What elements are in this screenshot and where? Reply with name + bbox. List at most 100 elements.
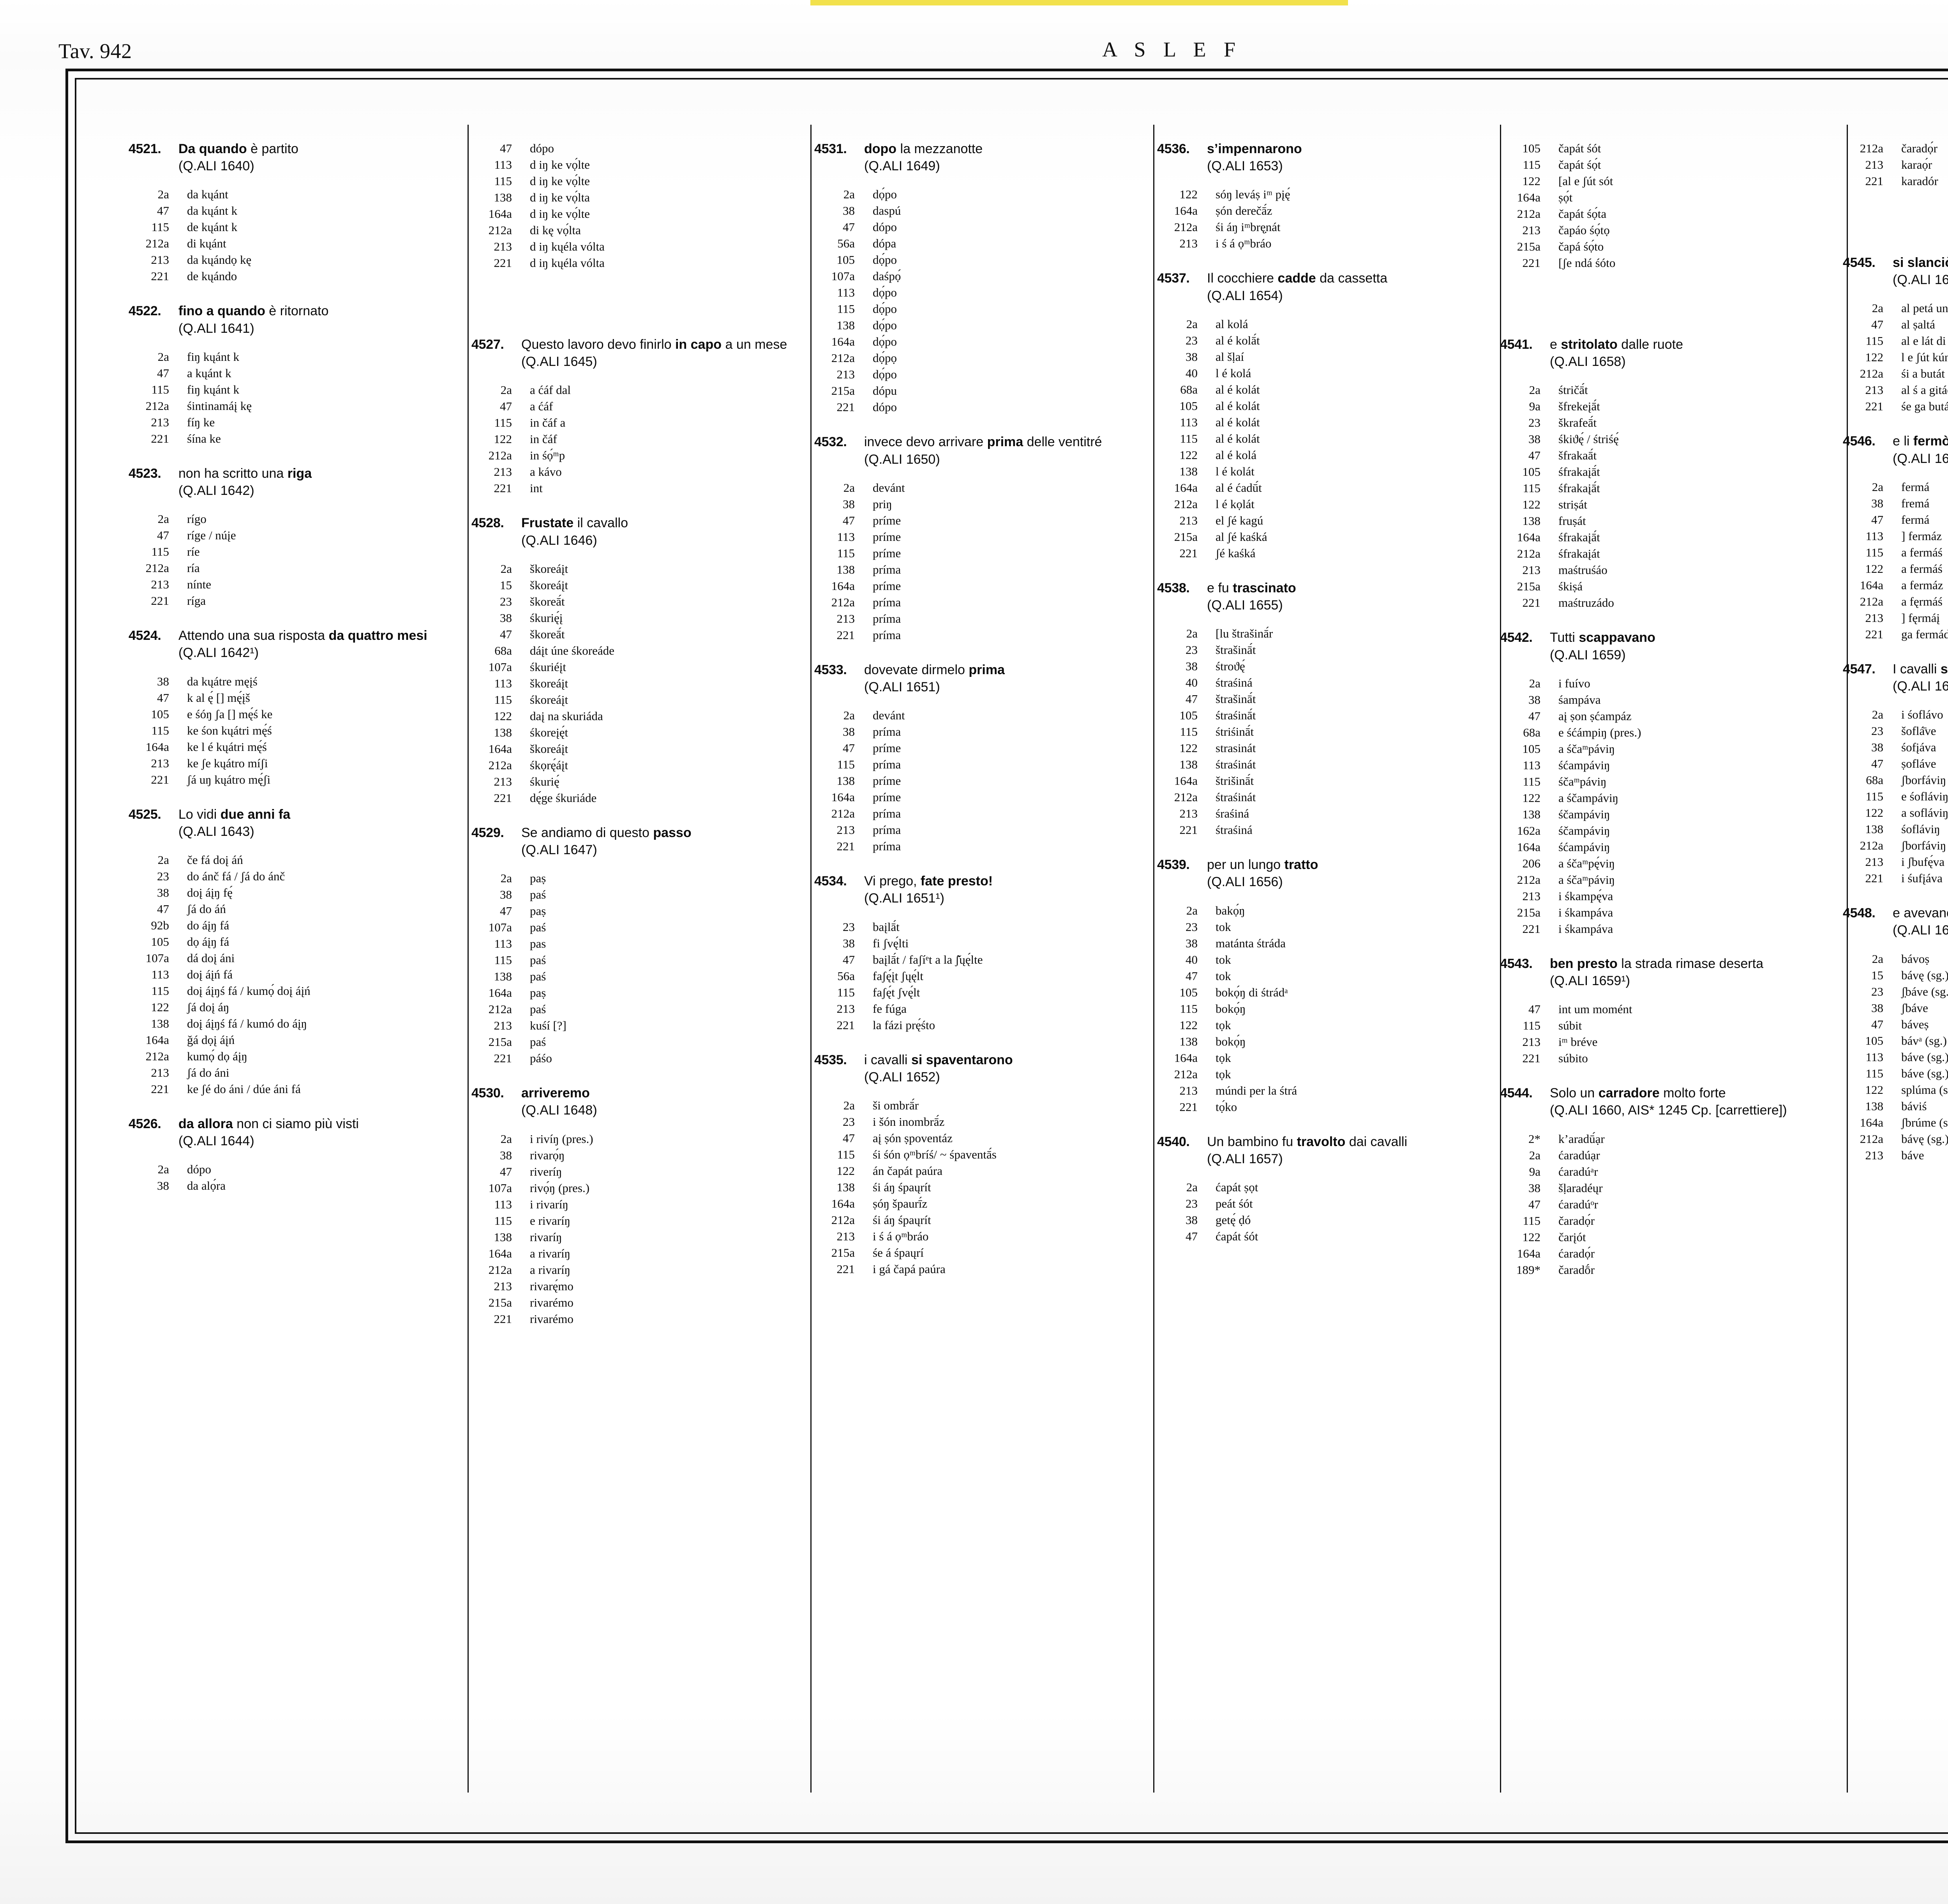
dialect-form: tok xyxy=(1216,952,1231,966)
entry-source-reference: (Q.ALI 1641) xyxy=(178,321,254,336)
dialect-form: príma xyxy=(873,611,901,625)
form-row: 213 a kávo xyxy=(471,464,802,480)
dialect-form: štrišinā́t xyxy=(1216,774,1254,788)
survey-point-number: 115 xyxy=(151,545,169,559)
dialect-form: príme xyxy=(873,513,901,527)
survey-point-number: 2a xyxy=(157,1162,169,1176)
survey-point-number: 113 xyxy=(151,967,169,981)
dialect-form: i rivíŋ (pres.) xyxy=(530,1132,593,1146)
entry-heading: 4536. s’impennarono xyxy=(1157,140,1487,157)
entry-title-keyword: passo xyxy=(653,825,692,840)
dialect-form: k’aradū́ạr xyxy=(1558,1132,1605,1146)
dialect-form: śofláviŋ xyxy=(1901,822,1940,836)
entry-title-prefix: e avevano le xyxy=(1893,906,1948,921)
dialect-form: ríga xyxy=(187,594,206,608)
survey-point-number: 138 xyxy=(494,725,512,739)
survey-point-number: 115 xyxy=(494,1213,512,1228)
survey-point-number: 2a xyxy=(1186,317,1198,331)
survey-point-number: 164a xyxy=(1517,840,1540,854)
survey-point-number: 38 xyxy=(500,888,512,902)
dialect-form: śampáva xyxy=(1558,692,1601,706)
form-row: 221 rivarémo xyxy=(471,1311,802,1327)
dialect-form: aį ṣón ṣpoventáz xyxy=(873,1131,953,1145)
form-row: 23 peát śót xyxy=(1157,1196,1487,1212)
survey-point-number: 221 xyxy=(494,1051,512,1065)
dialect-form: śkurię́į xyxy=(530,611,563,625)
dialect-form: báve (sg.) xyxy=(1901,1050,1948,1064)
atlas-entry: 4538. e fu trascinato (Q.ALI 1655) 2a [lu št… xyxy=(1157,579,1487,838)
entry-title: e avevano le bave alla bocca xyxy=(1893,904,1948,922)
entry-column: 105 čapát śót 115 čapát śọ́t 122 [al e ʃút só… xyxy=(1500,140,1843,1769)
form-row: 138 śtraśinát xyxy=(1157,756,1487,773)
dialect-form: paṣ xyxy=(530,904,546,918)
dialect-form: tọk xyxy=(1216,1067,1231,1081)
entry-source-reference: (Q.ALI 1642) xyxy=(178,483,254,498)
entry-title: dovevate dirmelo prima xyxy=(864,661,1145,678)
survey-point-number: 221 xyxy=(1522,1051,1541,1065)
survey-point-number: 215a xyxy=(1517,905,1540,919)
dialect-form: rivarémo xyxy=(530,1312,573,1326)
form-row: 47 ćapát śót xyxy=(1157,1228,1487,1245)
survey-point-number: 212a xyxy=(145,561,169,575)
form-row: 2a i fuívo xyxy=(1500,675,1830,692)
form-row: 206 a śčaᵐpę́viŋ xyxy=(1500,855,1830,872)
dialect-form: bávę (sg.) xyxy=(1901,1132,1948,1146)
form-row: 38 fi ʃvę́lti xyxy=(814,935,1145,952)
atlas-entry: 4541. e stritolato dalle ruote (Q.ALI 1658… xyxy=(1500,336,1830,611)
dialect-form: paś xyxy=(530,1002,546,1016)
entry-source-reference: (Q.ALI 1659¹) xyxy=(1550,973,1630,988)
entry-source-reference: (Q.ALI 1653) xyxy=(1207,159,1283,174)
dialect-form: [al e ʃút sót xyxy=(1558,174,1613,188)
survey-point-number: 221 xyxy=(494,791,512,805)
form-list: 2a dópo 38 da alọ́ra xyxy=(129,1161,459,1194)
survey-point-number: 23 xyxy=(1871,724,1883,738)
form-row: 23 al é kolā́t xyxy=(1157,332,1487,349)
entry-number: 4526. xyxy=(129,1116,161,1131)
form-row: 215a čapá śọ́to xyxy=(1500,238,1830,255)
form-row: 115 a fermáś xyxy=(1843,544,1948,561)
entry-heading: 4534. Vi prego, fate presto! xyxy=(814,873,1145,890)
survey-point-number: 122 xyxy=(151,1000,169,1014)
survey-point-number: 47 xyxy=(1528,1002,1540,1016)
dialect-form: tọ́ko xyxy=(1216,1100,1237,1114)
form-row: 213 čapáo śọ́tọ xyxy=(1500,222,1830,238)
survey-point-number: 115 xyxy=(494,174,512,188)
dialect-form: striṣát xyxy=(1558,498,1588,512)
survey-point-number: 115 xyxy=(494,416,512,430)
dialect-form: śćampáviŋ xyxy=(1558,758,1610,772)
dialect-form: de kųándo xyxy=(187,269,237,283)
dialect-form: paś xyxy=(530,953,546,967)
survey-point-number: 122 xyxy=(1865,1083,1884,1097)
dialect-form: tọk xyxy=(1216,1018,1231,1032)
dialect-form: bávę (sg.) xyxy=(1901,968,1948,982)
dialect-form: a rivaríŋ xyxy=(530,1246,570,1260)
survey-point-number: 113 xyxy=(837,286,855,300)
survey-point-number: 138 xyxy=(1179,1034,1198,1048)
form-row: 213 dọ́po xyxy=(814,366,1145,383)
dialect-form: škoreáįt xyxy=(530,578,568,592)
survey-point-number: 213 xyxy=(836,1001,855,1016)
page-header: Tav. 942 A S L E F xyxy=(0,23,1948,66)
dialect-form: a ćáf dal xyxy=(530,383,571,397)
survey-point-number: 212a xyxy=(831,351,855,365)
dialect-form: śtroϑę́ xyxy=(1216,659,1245,673)
dialect-form: čapá śọ́to xyxy=(1558,240,1604,253)
entry-title-prefix: Solo un xyxy=(1550,1086,1599,1101)
form-row: 212a śfrakaįát xyxy=(1500,546,1830,562)
entry-title-keyword: da allora xyxy=(178,1116,233,1131)
form-row: 115 al é kolát xyxy=(1157,431,1487,447)
survey-point-number: 38 xyxy=(1186,659,1198,673)
dialect-form: ] fermáz xyxy=(1901,529,1942,543)
atlas-entry: 4542. Tutti scappavano (Q.ALI 1659) 2a i fuí… xyxy=(1500,629,1830,937)
entry-heading: 4545. si slanciò contro i cavalli xyxy=(1843,254,1948,271)
entry-title-suffix: a un mese xyxy=(722,337,787,352)
entry-title: Attendo una sua risposta da quattro mesi xyxy=(178,627,459,644)
survey-point-number: 47 xyxy=(1186,692,1198,706)
atlas-entry: 4530. arriveremo (Q.ALI 1648) 2a i rivíŋ (pr… xyxy=(471,1084,802,1327)
form-row: 68a ʃborfáviŋ xyxy=(1843,772,1948,788)
entry-heading: 4523. non ha scritto una riga xyxy=(129,465,459,482)
form-list: 2a devánt 38 priŋ 47 príme 113 príme 115 príme 138… xyxy=(814,480,1145,643)
survey-point-number: 113 xyxy=(1865,529,1883,543)
survey-point-number: 2a xyxy=(500,1132,512,1146)
form-row: 221 súbito xyxy=(1500,1050,1830,1067)
